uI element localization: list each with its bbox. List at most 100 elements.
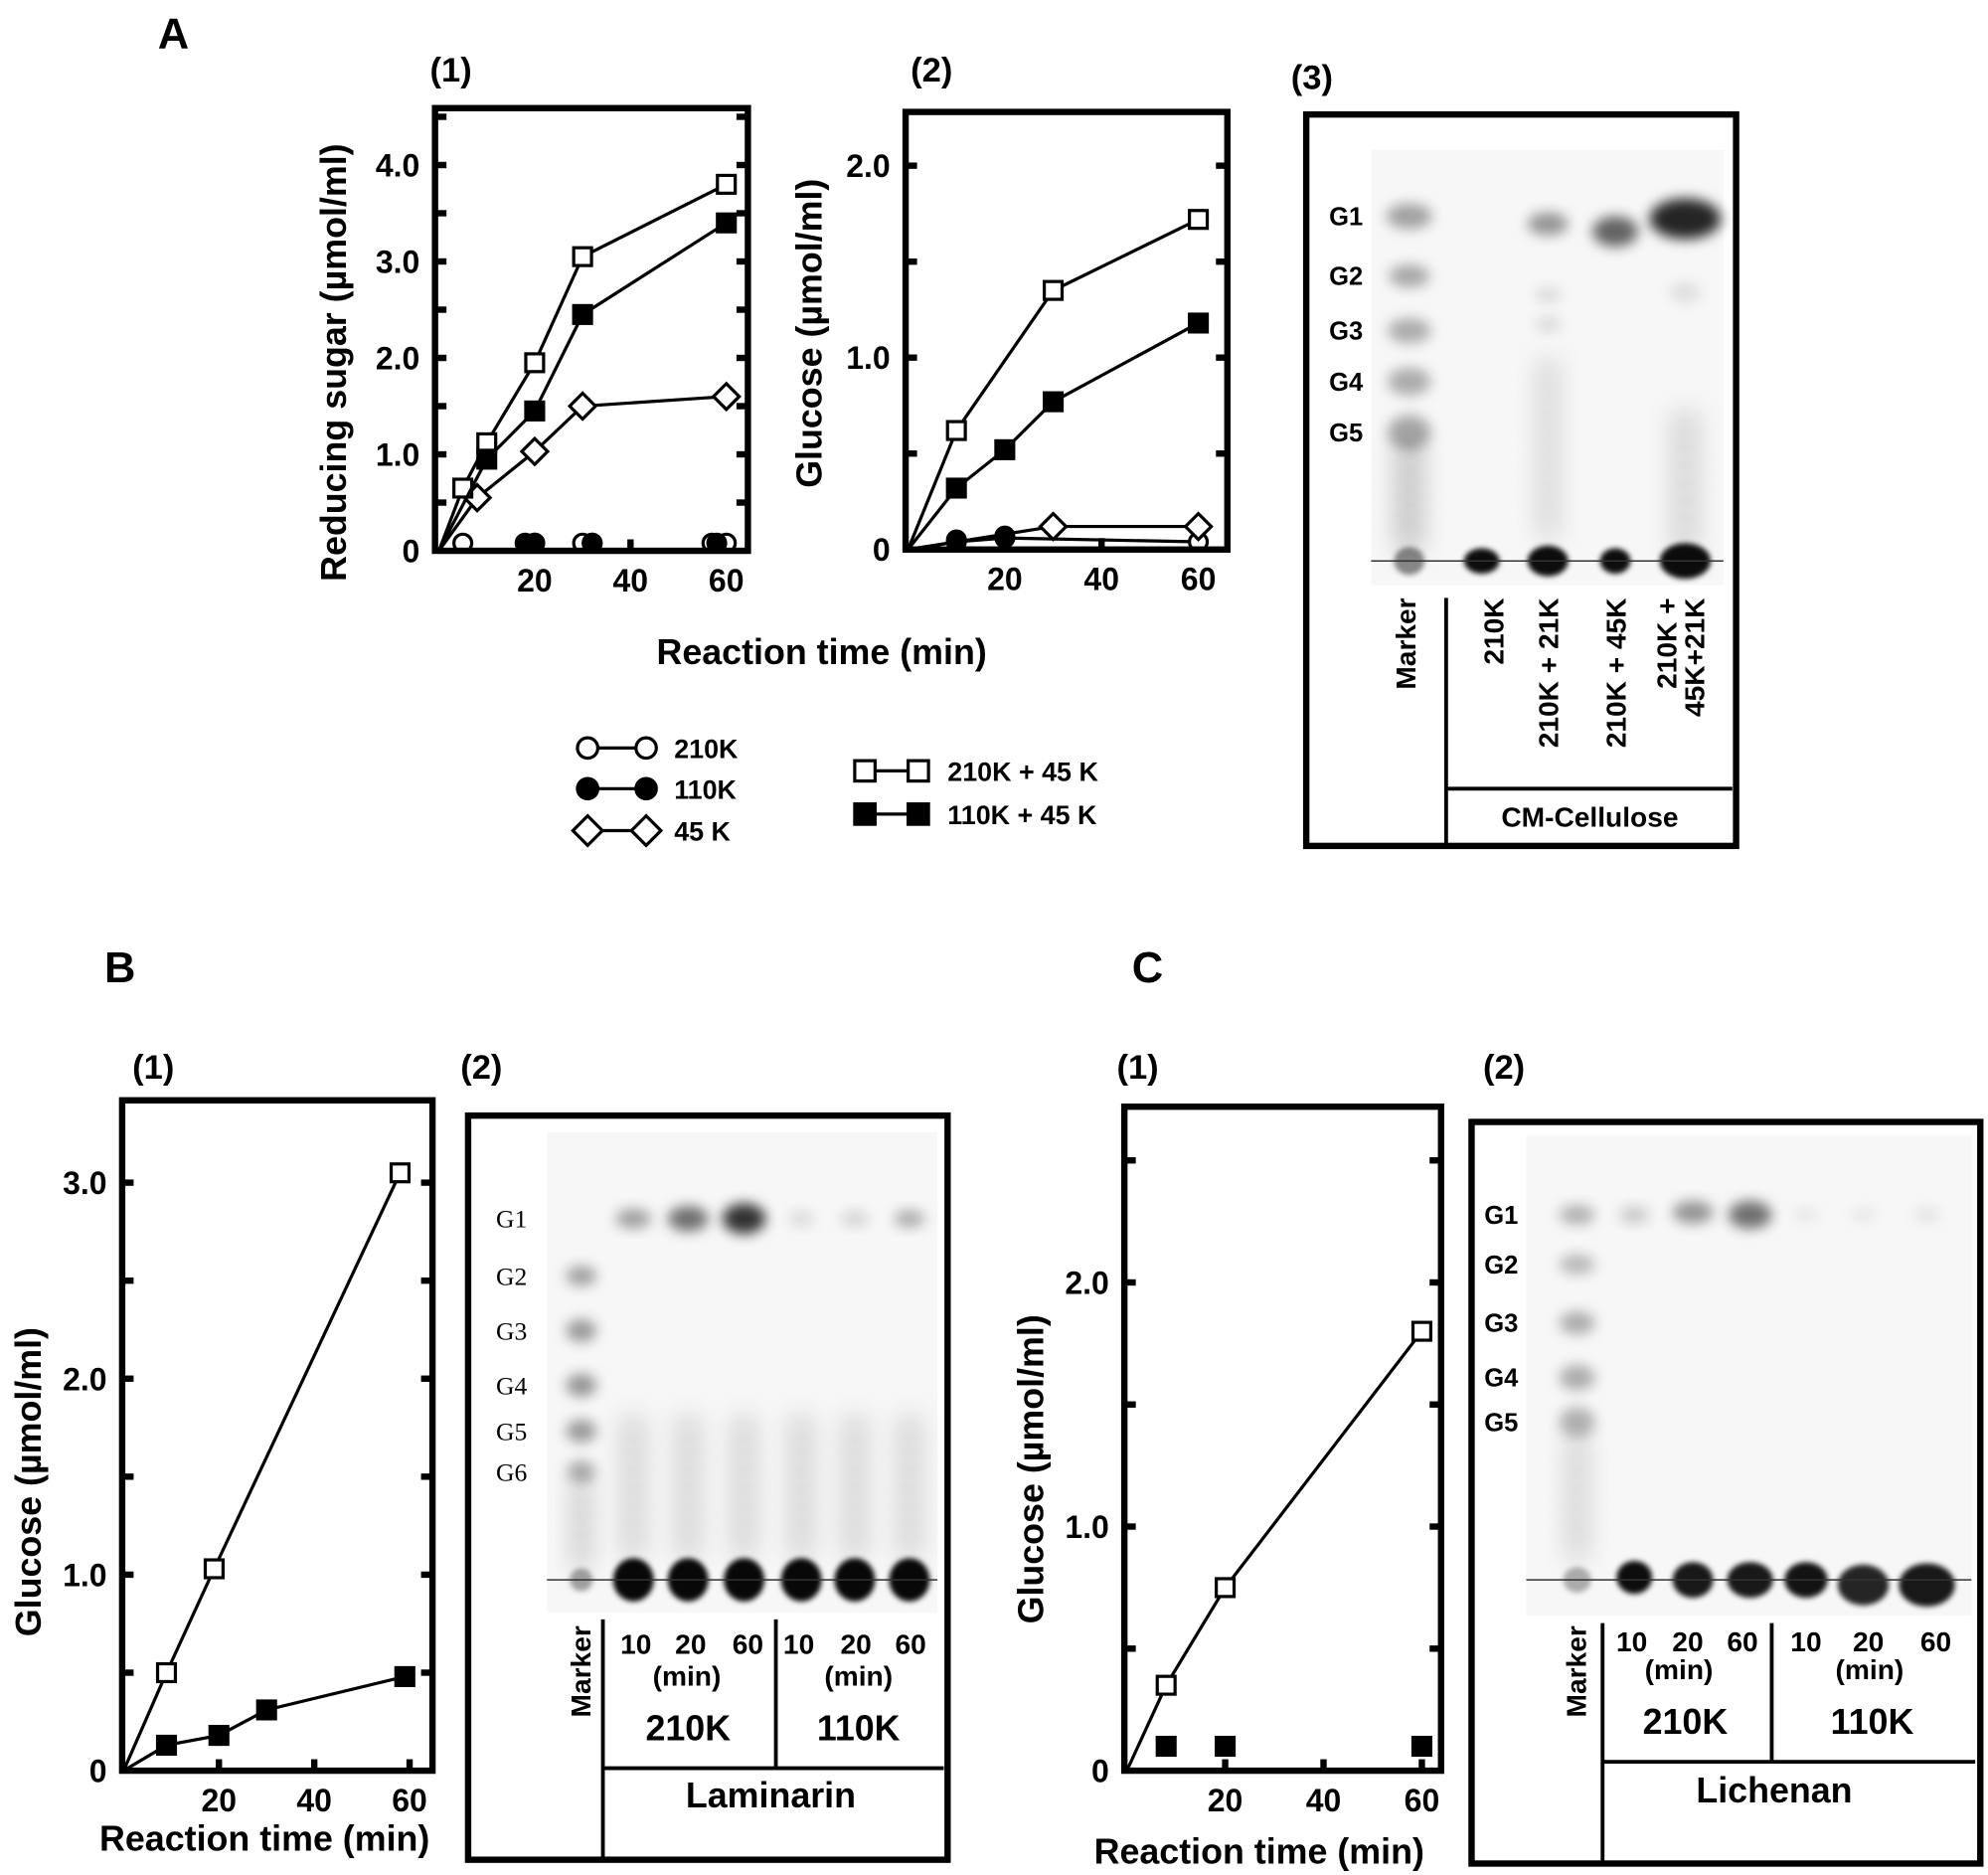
lane-label: 210K + — [1651, 597, 1682, 688]
open-square-marker — [1155, 1674, 1177, 1696]
y-tick-label: 2.0 — [63, 1361, 106, 1397]
lane-label-marker: Marker — [566, 1625, 596, 1717]
spot — [840, 1211, 869, 1227]
open-square-marker — [203, 1558, 226, 1580]
min-label: (min) — [1645, 1654, 1714, 1685]
spot — [1527, 212, 1569, 236]
gel-frame — [1302, 110, 1740, 850]
y-tick-label: 3.0 — [376, 245, 419, 280]
filled-square-marker — [716, 212, 738, 234]
open-diamond-marker — [711, 381, 742, 413]
x-tick-label: 20 — [1208, 1783, 1243, 1818]
gel-frame — [464, 1111, 951, 1863]
spot — [1616, 1560, 1653, 1595]
gel-spots — [547, 1131, 938, 1614]
time-label: 20 — [1853, 1626, 1884, 1657]
time-label: 10 — [1616, 1626, 1647, 1657]
substrate-label: CM-Cellulose — [1501, 802, 1678, 833]
filled-square-marker — [1188, 312, 1210, 334]
chart-b1: 0 1.0 2.0 3.0 20 40 60 — [63, 1097, 436, 1818]
lane-label: 210K + 21K — [1533, 597, 1564, 749]
spot — [784, 1534, 818, 1565]
standard-label: G1 — [1329, 203, 1363, 231]
standard-label: G6 — [496, 1457, 527, 1486]
spot — [1899, 1563, 1955, 1608]
lane-label: 210K + 45K — [1600, 597, 1631, 749]
open-circle-marker — [634, 736, 658, 761]
legend-label-45k: 45 K — [674, 817, 731, 847]
x-tick-label: 40 — [613, 563, 649, 598]
tlc-gel-lichenan: G1 G2 G3 G4 G5 Marker 10 20 60 10 20 60 … — [1468, 1118, 1984, 1867]
plot-frame — [902, 108, 1231, 553]
x-tick-label: 40 — [296, 1783, 332, 1818]
open-square-marker — [1410, 1320, 1433, 1342]
plot-frame — [431, 104, 751, 555]
panel-label-b: B — [104, 944, 135, 992]
open-diamond-marker — [1038, 511, 1069, 542]
lane-label: 45K+21K — [1680, 597, 1711, 717]
spot — [615, 1208, 652, 1230]
open-square-marker — [524, 352, 546, 374]
spot — [1532, 513, 1564, 545]
chart-c1: 0 1.0 2.0 20 40 60 — [1065, 1103, 1444, 1818]
spot — [616, 1534, 650, 1565]
filled-square-marker — [572, 303, 593, 325]
spot — [894, 1209, 925, 1228]
series-210k-45-k — [437, 173, 738, 552]
plot-frame — [118, 1097, 436, 1775]
filled-square-marker — [853, 802, 877, 826]
open-square-marker — [945, 420, 967, 441]
spot — [671, 1534, 705, 1565]
enzyme-label: 110K — [1831, 1702, 1914, 1742]
series-110k — [945, 525, 1016, 551]
x-tick-label: 20 — [517, 563, 553, 598]
x-tick-label: 60 — [1181, 562, 1217, 597]
filled-circle-marker — [576, 776, 600, 801]
lane-label-marker: Marker — [1562, 1625, 1592, 1717]
spot — [1850, 1207, 1877, 1223]
series-110k — [514, 532, 728, 554]
open-square-marker — [853, 759, 877, 783]
spot — [1559, 1311, 1595, 1335]
series-line — [907, 218, 1200, 551]
time-label: 10 — [783, 1628, 814, 1659]
spot — [1618, 1205, 1650, 1224]
b1-x-axis-title: Reaction time (min) — [99, 1819, 429, 1859]
c1-x-axis-title: Reaction time (min) — [1094, 1831, 1424, 1871]
open-square-marker — [907, 759, 930, 783]
lane-label: Marker — [1391, 597, 1421, 689]
min-label: (min) — [653, 1660, 722, 1691]
panel-label-c2: (2) — [1483, 1049, 1525, 1087]
standard-label: G2 — [496, 1262, 527, 1290]
spot — [566, 1318, 597, 1342]
y-tick-label: 0 — [1091, 1754, 1109, 1790]
spot — [1559, 1364, 1595, 1391]
time-label: 60 — [733, 1628, 763, 1659]
spot — [569, 1544, 594, 1576]
filled-circle-marker — [634, 776, 658, 801]
spot — [1388, 367, 1431, 396]
spot — [1913, 1207, 1940, 1223]
tlc-gel-cm-cellulose: G1 G2 G3 G4 G5 Marker 210K 210K + 21K 21… — [1302, 110, 1740, 850]
spot — [1672, 1200, 1714, 1224]
spot — [1388, 317, 1431, 344]
line-plots: 0 1.0 2.0 3.0 4.0 20 40 60 0 1.0 2.0 20 40 60 0 1.0 2.0 3… — [63, 104, 1444, 1818]
open-square-marker — [1042, 279, 1065, 301]
legend-label-210k: 210K — [674, 735, 739, 765]
time-label: 60 — [1920, 1626, 1951, 1657]
series-line — [121, 1172, 402, 1772]
y-tick-label: 0 — [89, 1754, 107, 1790]
y-tick-label: 0 — [873, 532, 891, 568]
y-tick-label: 1.0 — [63, 1557, 106, 1593]
time-label: 20 — [1672, 1626, 1703, 1657]
series-210k — [1125, 1320, 1433, 1772]
y-tick-label: 2.0 — [376, 341, 419, 377]
spot — [1562, 1535, 1593, 1567]
spot — [1386, 203, 1432, 230]
gel-spots — [1371, 149, 1724, 586]
series-110k — [1155, 1735, 1433, 1758]
legend-label-110k-45k: 110K + 45 K — [947, 800, 1097, 830]
open-square-marker — [716, 173, 738, 195]
x-tick-label: 60 — [392, 1783, 427, 1818]
